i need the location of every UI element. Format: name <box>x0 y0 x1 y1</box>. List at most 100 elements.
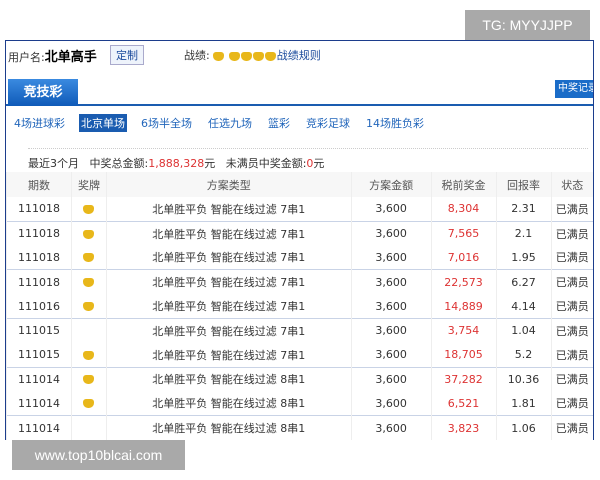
cell-rate: 5.2 <box>495 342 551 368</box>
cell-amount: 3,600 <box>350 245 432 270</box>
column-header: 税前奖金 <box>430 172 497 197</box>
table-row: 111015 北单胜平负 智能在线过滤 7串1 3,600 18,705 5.2 已满员 <box>6 342 593 368</box>
cell-amount: 3,600 <box>350 220 432 246</box>
cell-issue: 111014 <box>6 391 72 416</box>
unfilled-value: 0 <box>306 157 314 170</box>
cell-amount: 3,600 <box>350 269 432 295</box>
column-header: 方案金额 <box>350 172 432 197</box>
medal-icon <box>82 204 94 214</box>
medal-icon <box>82 229 94 239</box>
medal-icon <box>82 253 94 263</box>
subtabs: 4场进球彩 北京单场 6场半全场 任选九场 篮彩 竞彩足球 14场胜负彩 <box>12 114 426 132</box>
cell-amount: 3,600 <box>350 294 432 319</box>
column-header: 状态 <box>550 172 593 197</box>
cell-type: 北单胜平负 智能在线过滤 7串1 <box>105 245 352 270</box>
cell-status: 已满员 <box>550 294 593 319</box>
cell-status: 已满员 <box>550 317 593 343</box>
cell-prize: 6,521 <box>430 391 497 416</box>
cell-amount: 3,600 <box>350 415 432 440</box>
cell-type: 北单胜平负 智能在线过滤 7串1 <box>105 294 352 319</box>
custom-button[interactable]: 定制 <box>110 45 144 65</box>
cell-status: 已满员 <box>550 197 593 222</box>
cell-medal <box>70 391 107 416</box>
total-label: 中奖总金额: <box>89 157 149 170</box>
subtab[interactable]: 4场进球彩 <box>14 117 65 130</box>
cell-issue: 111016 <box>6 294 72 319</box>
cell-type: 北单胜平负 智能在线过滤 7串1 <box>105 342 352 368</box>
cell-prize: 7,565 <box>430 220 497 246</box>
summary-period: 最近3个月 <box>28 157 79 170</box>
cell-amount: 3,600 <box>350 391 432 416</box>
cell-amount: 3,600 <box>350 366 432 392</box>
record-rule-link[interactable]: 战绩规则 <box>276 49 321 62</box>
column-header: 方案类型 <box>105 172 352 197</box>
column-header: 奖牌 <box>70 172 107 197</box>
table-row: 111018 北单胜平负 智能在线过滤 7串1 3,600 7,565 2.1 已满员 <box>6 220 593 246</box>
cell-status: 已满员 <box>550 245 593 270</box>
record-label: 战绩: <box>184 49 210 62</box>
record: 战绩: 战绩规则 <box>184 47 321 63</box>
cell-status: 已满员 <box>550 415 593 440</box>
table-row: 111018 北单胜平负 智能在线过滤 7串1 3,600 7,016 1.95 已满员 <box>6 245 593 270</box>
subtab[interactable]: 14场胜负彩 <box>366 117 424 130</box>
cell-medal <box>70 317 107 343</box>
cell-prize: 3,754 <box>430 317 497 343</box>
records-table: 期数 奖牌 方案类型 方案金额 税前奖金 回报率 状态 111018 北单胜平负 智能在线过滤… <box>6 172 593 440</box>
cell-prize: 14,889 <box>430 294 497 319</box>
medal-icon <box>228 51 240 61</box>
column-header: 期数 <box>6 172 72 197</box>
subtab[interactable]: 任选九场 <box>208 117 252 130</box>
cell-status: 已满员 <box>550 366 593 392</box>
username: 用户名:北单高手 <box>8 46 97 65</box>
cell-type: 北单胜平负 智能在线过滤 8串1 <box>105 366 352 392</box>
subtab[interactable]: 篮彩 <box>268 117 290 130</box>
medal-icon <box>264 51 276 61</box>
cell-prize: 22,573 <box>430 269 497 295</box>
subtab[interactable]: 6场半全场 <box>141 117 192 130</box>
cell-type: 北单胜平负 智能在线过滤 7串1 <box>105 220 352 246</box>
table-row: 111014 北单胜平负 智能在线过滤 8串1 3,600 6,521 1.81 已满员 <box>6 391 593 416</box>
cell-medal <box>70 245 107 270</box>
cell-rate: 1.81 <box>495 391 551 416</box>
cell-prize: 37,282 <box>430 366 497 392</box>
cell-amount: 3,600 <box>350 197 432 222</box>
medal-icon <box>213 51 225 61</box>
cell-medal <box>70 415 107 440</box>
watermark-top: TG: MYYJJPP <box>465 10 590 40</box>
table-row: 111016 北单胜平负 智能在线过滤 7串1 3,600 14,889 4.14 已满员 <box>6 294 593 319</box>
tab-winning-record[interactable]: 中奖记录 <box>555 80 593 98</box>
cell-status: 已满员 <box>550 342 593 368</box>
medal-icon <box>82 350 94 360</box>
subtab[interactable]: 竞彩足球 <box>306 117 350 130</box>
cell-medal <box>70 366 107 392</box>
cell-type: 北单胜平负 智能在线过滤 7串1 <box>105 269 352 295</box>
cell-issue: 111018 <box>6 220 72 246</box>
cell-issue: 111015 <box>6 317 72 343</box>
medal-icon <box>252 51 264 61</box>
cell-prize: 7,016 <box>430 245 497 270</box>
cell-type: 北单胜平负 智能在线过滤 8串1 <box>105 415 352 440</box>
username-label: 用户名: <box>8 51 45 64</box>
cell-rate: 10.36 <box>495 366 551 392</box>
table-row: 111018 北单胜平负 智能在线过滤 7串1 3,600 22,573 6.27 已满员 <box>6 269 593 295</box>
table-row: 111014 北单胜平负 智能在线过滤 8串1 3,600 3,823 1.06 已满员 <box>6 415 593 440</box>
cell-rate: 6.27 <box>495 269 551 295</box>
cell-issue: 111014 <box>6 415 72 440</box>
cell-medal <box>70 220 107 246</box>
medal-icon <box>240 51 252 61</box>
unfilled-label: 未满员中奖金额: <box>225 157 307 170</box>
cell-rate: 1.95 <box>495 245 551 270</box>
subtab[interactable]: 北京单场 <box>79 114 127 132</box>
cell-amount: 3,600 <box>350 342 432 368</box>
cell-amount: 3,600 <box>350 317 432 343</box>
cell-rate: 1.06 <box>495 415 551 440</box>
cell-status: 已满员 <box>550 269 593 295</box>
unfilled-unit: 元 <box>313 157 325 170</box>
summary: 最近3个月 中奖总金额:1,888,328元 未满员中奖金额:0元 <box>28 148 588 171</box>
cell-medal <box>70 342 107 368</box>
table-row: 111018 北单胜平负 智能在线过滤 7串1 3,600 8,304 2.31 已满员 <box>6 197 593 222</box>
watermark-bottom: www.top10blcai.com <box>12 440 185 470</box>
table-header: 期数 奖牌 方案类型 方案金额 税前奖金 回报率 状态 <box>6 172 593 197</box>
tab-competitive[interactable]: 竞技彩 <box>8 79 78 106</box>
total-value: 1,888,328 <box>148 157 205 170</box>
